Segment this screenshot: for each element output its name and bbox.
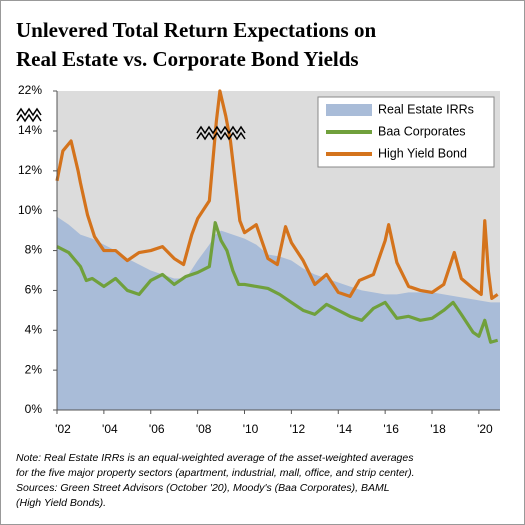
line (56, 221, 499, 344)
chart-title: Real Estate vs. Corporate Bond Yields (16, 47, 359, 71)
axis-break (196, 125, 246, 135)
x-tick-label: '18 (430, 422, 446, 436)
x-tick-label: '20 (477, 422, 493, 436)
x-tick-label: '06 (149, 422, 165, 436)
x-tick-label: '08 (196, 422, 212, 436)
legend-label: Baa Corporates (378, 124, 466, 138)
legend-label: Real Estate IRRs (378, 102, 474, 116)
axis-break (196, 131, 246, 141)
y-tick-label: 8% (25, 243, 43, 257)
axis-break (16, 113, 42, 123)
area (57, 216, 500, 410)
y-tick-label: 10% (18, 203, 42, 217)
legend-swatch (326, 104, 372, 116)
x-tick-label: '10 (243, 422, 259, 436)
x-tick-label: '04 (102, 422, 118, 436)
line (55, 89, 499, 300)
axis-break (16, 107, 42, 117)
x-tick-label: '14 (336, 422, 352, 436)
note: Note: Real Estate IRRs is an equal-weigh… (16, 452, 414, 464)
chart-title: Unlevered Total Return Expectations on (16, 18, 376, 42)
x-tick-label: '16 (383, 422, 399, 436)
x-tick-label: '12 (290, 422, 306, 436)
y-tick-label: 14% (18, 123, 42, 137)
y-tick-label: 6% (25, 283, 43, 297)
x-tick-label: '02 (55, 422, 71, 436)
y-tick-label: 2% (25, 362, 43, 376)
note: (High Yield Bonds). (16, 497, 106, 509)
legend-label: High Yield Bond (378, 146, 467, 160)
y-tick-label: 4% (25, 322, 43, 336)
y-tick-label: 22% (18, 83, 42, 97)
note: Sources: Green Street Advisors (October … (16, 482, 390, 494)
note: for the five major property sectors (apa… (16, 467, 415, 479)
y-tick-label: 12% (18, 163, 42, 177)
y-tick-label: 0% (25, 402, 43, 416)
